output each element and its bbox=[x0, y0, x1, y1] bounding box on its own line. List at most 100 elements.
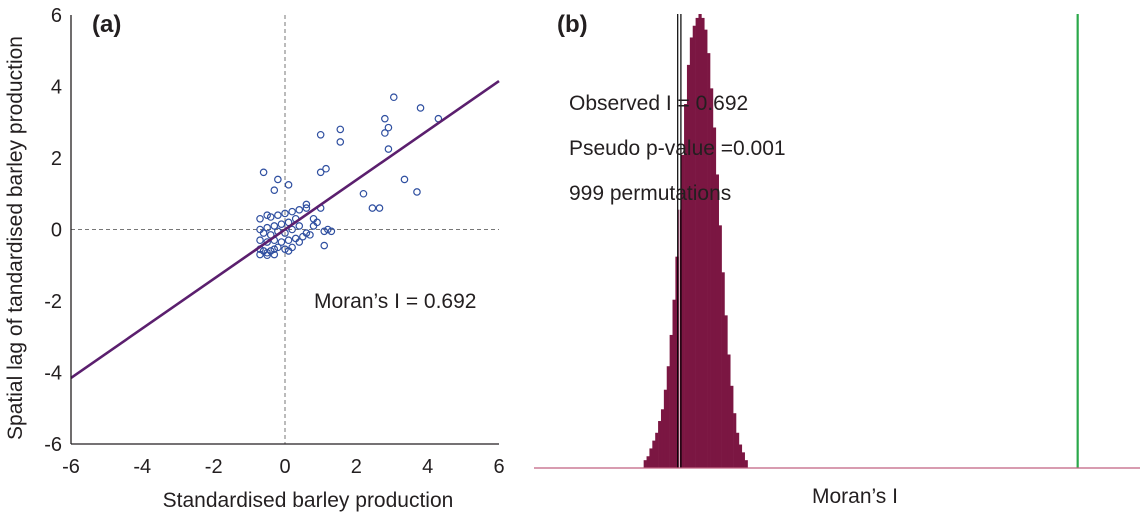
histogram-bar bbox=[658, 421, 662, 468]
histogram-bar bbox=[692, 25, 696, 468]
histogram-bar bbox=[681, 154, 685, 468]
scatter-point bbox=[266, 213, 275, 221]
scatter-point bbox=[327, 227, 336, 236]
scatter-point bbox=[384, 123, 393, 132]
histogram-bar bbox=[733, 413, 737, 468]
panel-a-x-axis-title: Standardised barley production bbox=[163, 489, 454, 512]
scatter-point bbox=[302, 229, 311, 237]
y-tick-label: 4 bbox=[51, 77, 62, 99]
scatter-point bbox=[302, 204, 311, 212]
scatter-point bbox=[400, 175, 409, 184]
scatter-point bbox=[306, 231, 314, 239]
scatter-point bbox=[320, 241, 329, 250]
scatter-point bbox=[281, 209, 289, 218]
x-tick-label: -2 bbox=[205, 456, 223, 478]
y-tick-label: 6 bbox=[51, 5, 62, 27]
histogram-bar bbox=[660, 409, 665, 468]
scatter-point bbox=[259, 168, 268, 177]
y-tick-label: -4 bbox=[44, 363, 62, 385]
histogram-bar bbox=[715, 174, 719, 468]
y-tick-label: -2 bbox=[44, 291, 62, 313]
scatter-point bbox=[270, 245, 279, 253]
scatter-point bbox=[284, 247, 293, 255]
scatter-points bbox=[256, 93, 443, 260]
scatter-point bbox=[288, 243, 296, 252]
permutations-text: 999 permutations bbox=[569, 182, 731, 205]
histogram-bar bbox=[666, 366, 670, 468]
histogram-bar bbox=[678, 209, 682, 469]
histogram-bar bbox=[724, 315, 728, 468]
morans-i-annotation: Moran’s I = 0.692 bbox=[314, 290, 476, 313]
scatter-point bbox=[277, 238, 286, 246]
histogram-bar bbox=[744, 460, 748, 468]
x-tick-label: 0 bbox=[279, 456, 290, 478]
scatter-point bbox=[316, 130, 325, 139]
scatter-point bbox=[295, 222, 304, 230]
scatter-point bbox=[259, 229, 268, 237]
panel-b-x-axis-title: Moran’s I bbox=[812, 485, 898, 508]
y-tick-label: 2 bbox=[51, 148, 62, 170]
scatter-point bbox=[322, 164, 330, 173]
scatter-point bbox=[256, 214, 264, 223]
scatter-point bbox=[381, 114, 389, 123]
x-tick-label: 2 bbox=[351, 456, 362, 478]
histogram-bar bbox=[712, 127, 717, 468]
histogram-bar bbox=[730, 385, 734, 468]
histogram-bar bbox=[736, 432, 740, 468]
histogram-bar bbox=[718, 225, 722, 468]
panel-a-axes bbox=[70, 15, 499, 445]
scatter-point bbox=[270, 250, 279, 259]
pseudo-p-value-text: Pseudo p-value =0.001 bbox=[569, 137, 786, 160]
scatter-point bbox=[389, 93, 398, 102]
scatter-point bbox=[368, 204, 377, 212]
histogram-bar bbox=[707, 53, 711, 468]
x-tick-label: -6 bbox=[62, 456, 80, 478]
histogram-bar bbox=[686, 64, 691, 469]
x-tick-label: 6 bbox=[493, 456, 504, 478]
scatter-point bbox=[313, 218, 321, 227]
histogram-bar bbox=[701, 17, 705, 469]
scatter-point bbox=[270, 222, 279, 230]
x-tick-label: -4 bbox=[133, 456, 151, 478]
scatter-point bbox=[316, 168, 325, 177]
histogram-bar bbox=[669, 334, 673, 468]
histogram-bar bbox=[738, 444, 743, 468]
scatter-point bbox=[309, 214, 318, 223]
scatter-point bbox=[270, 186, 279, 194]
histogram-bar bbox=[643, 460, 647, 468]
scatter-point bbox=[320, 227, 329, 236]
scatter-point bbox=[336, 138, 345, 146]
histogram-bar bbox=[672, 299, 676, 468]
scatter-point bbox=[281, 245, 289, 253]
scatter-point bbox=[284, 236, 293, 245]
y-tick-label: 0 bbox=[51, 220, 62, 242]
histogram-bar bbox=[721, 272, 725, 468]
scatter-point bbox=[381, 129, 389, 137]
y-tick-label: -6 bbox=[44, 434, 62, 456]
y-tick-labels: -6 -4 -2 0 2 4 6 bbox=[44, 5, 62, 456]
scatter-point bbox=[384, 145, 393, 153]
panel-b: (b) Observed I = 0.692 Pseudo p-value =0… bbox=[534, 11, 1140, 508]
histogram-bar bbox=[741, 452, 745, 468]
scatter-point bbox=[263, 248, 271, 257]
scatter-point bbox=[277, 220, 286, 228]
histogram-bar bbox=[652, 440, 656, 468]
scatter-point bbox=[375, 204, 384, 212]
histogram-bar bbox=[649, 448, 653, 468]
scatter-point bbox=[309, 222, 318, 230]
histogram-bar bbox=[698, 14, 702, 468]
scatter-point bbox=[288, 207, 296, 216]
histogram-bar bbox=[727, 354, 731, 468]
scatter-point bbox=[263, 251, 271, 260]
scatter-point bbox=[284, 181, 293, 189]
panel-a: (a) -6 -4 -2 0 2 4 6 -6 -4 -2 0 2 4 6 bbox=[4, 5, 505, 512]
histogram-bar bbox=[646, 456, 650, 468]
scatter-point bbox=[323, 225, 332, 234]
histogram-bar bbox=[710, 88, 714, 469]
scatter-point bbox=[274, 211, 282, 220]
scatter-point bbox=[416, 104, 425, 112]
panel-a-label: (a) bbox=[92, 11, 121, 38]
scatter-point bbox=[274, 243, 282, 252]
scatter-point bbox=[295, 206, 304, 214]
